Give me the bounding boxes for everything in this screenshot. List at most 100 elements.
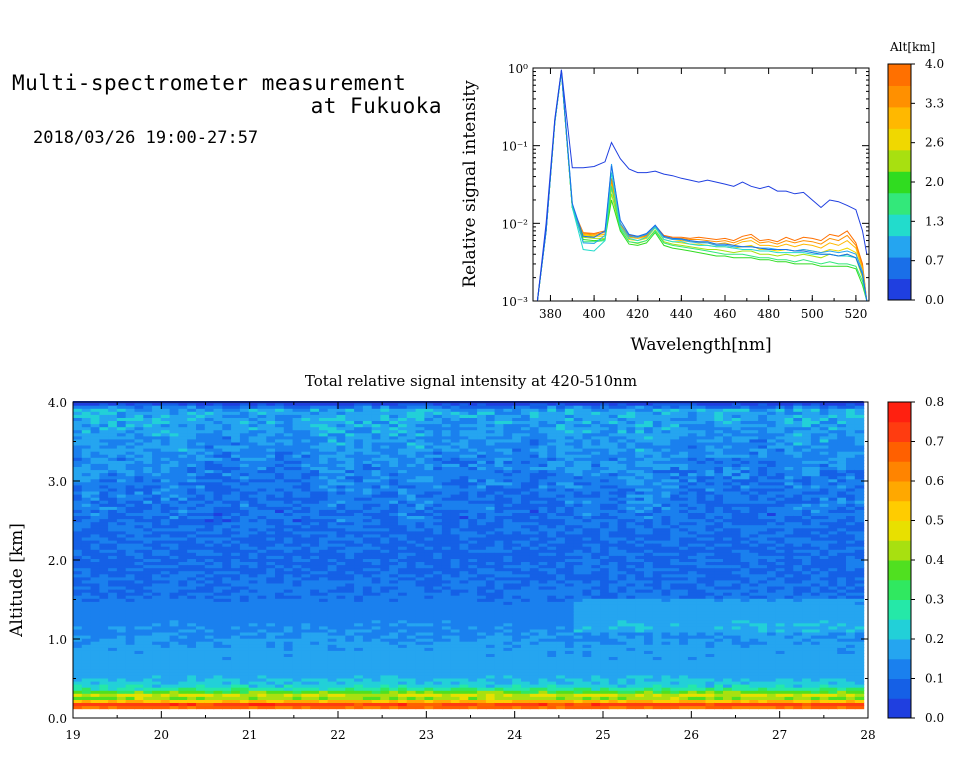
heatmap-cell <box>468 426 478 431</box>
heatmap-cell <box>336 671 346 676</box>
heatmap-cell <box>90 460 100 464</box>
heatmap-cell <box>398 423 408 428</box>
heatmap-cell <box>459 589 469 593</box>
heatmap-cell <box>292 533 302 538</box>
heatmap-cell <box>275 500 285 504</box>
heatmap-cell <box>204 671 215 676</box>
heatmap-cell <box>283 475 294 480</box>
heatmap-cell <box>196 592 206 596</box>
heatmap-cell <box>485 546 496 550</box>
heatmap-cell <box>389 533 399 538</box>
heatmap-cell <box>152 579 162 584</box>
heatmap-cell <box>248 705 259 710</box>
heatmap-cell <box>389 549 399 553</box>
heatmap-cell <box>169 668 179 673</box>
heatmap-cell <box>424 604 434 608</box>
heatmap-cell <box>248 589 259 593</box>
heatmap-cell <box>354 509 364 513</box>
heatmap-cell <box>380 509 390 513</box>
heatmap-cell <box>204 417 215 421</box>
heatmap-cell <box>336 506 346 510</box>
heatmap-cell <box>468 687 478 691</box>
heatmap-cell <box>477 687 487 691</box>
heatmap-cell <box>406 631 417 636</box>
heatmap-cell <box>257 641 267 645</box>
heatmap-cell <box>354 435 364 440</box>
heatmap-cell <box>292 429 302 434</box>
heatmap-cell <box>187 423 197 428</box>
heatmap-cell <box>257 696 267 700</box>
heatmap-cell <box>125 641 136 645</box>
heatmap-cell <box>362 576 373 581</box>
heatmap-cell <box>204 487 215 492</box>
heatmap-cell <box>441 595 452 599</box>
heatmap-cell <box>283 680 294 685</box>
heatmap-cell <box>362 690 373 694</box>
heatmap-cell <box>477 585 487 590</box>
heatmap-cell <box>433 441 443 446</box>
heatmap-cell <box>257 454 267 458</box>
heatmap-cell <box>196 435 206 440</box>
heatmap-cell <box>134 662 144 667</box>
heatmap-cell <box>433 564 443 569</box>
heatmap-cell <box>73 457 83 461</box>
heatmap-cell <box>90 653 100 657</box>
heatmap-cell <box>415 500 425 504</box>
heatmap-cell <box>415 567 425 572</box>
heatmap-cell <box>257 576 267 581</box>
heatmap-cell <box>257 444 267 449</box>
heatmap-cell <box>213 441 223 446</box>
heatmap-cell <box>327 536 338 541</box>
heatmap-cell <box>248 463 259 467</box>
heatmap-cell <box>222 402 232 406</box>
heatmap-cell <box>204 448 215 452</box>
heatmap-cell <box>266 693 276 697</box>
heatmap-cell <box>345 402 355 406</box>
heatmap-cell <box>477 454 487 458</box>
heatmap-cell <box>380 417 390 421</box>
heatmap-cell <box>301 576 311 581</box>
heatmap-cell <box>125 497 136 501</box>
heatmap-cell <box>81 460 92 464</box>
heatmap-cell <box>283 564 294 569</box>
heatmap-cell <box>239 644 250 648</box>
heatmap-cell <box>327 671 338 676</box>
heatmap-cell <box>248 503 259 507</box>
heatmap-cell <box>459 444 469 449</box>
heatmap-cell <box>160 589 171 593</box>
heatmap-cell <box>494 665 504 670</box>
heatmap-cell <box>275 558 285 562</box>
heatmap-cell <box>222 690 232 694</box>
heatmap-cell <box>292 702 302 707</box>
heatmap-cell <box>319 567 329 572</box>
heatmap-cell <box>319 411 329 415</box>
heatmap-cell <box>459 527 469 532</box>
heatmap-cell <box>196 650 206 654</box>
heatmap-cell <box>485 435 496 440</box>
heatmap-cell <box>213 408 223 412</box>
heatmap-cell <box>398 478 408 483</box>
heatmap-cell <box>494 598 504 602</box>
heatmap-cell <box>73 497 83 501</box>
heatmap-cell <box>116 444 127 449</box>
heatmap-cell <box>301 549 311 553</box>
heatmap-cell <box>433 702 443 707</box>
heatmap-cell <box>310 420 320 425</box>
heatmap-cell <box>81 435 92 440</box>
heatmap-cell <box>116 585 127 590</box>
heatmap-cell <box>292 536 302 541</box>
heatmap-cell <box>327 677 338 682</box>
heatmap-cell <box>433 472 443 477</box>
heatmap-cell <box>152 549 162 553</box>
heatmap-cell <box>81 628 92 633</box>
heatmap-cell <box>345 690 355 694</box>
heatmap-cell <box>160 595 171 599</box>
heatmap-cell <box>433 435 443 440</box>
heatmap-cell <box>283 417 294 421</box>
heatmap-cell <box>73 592 83 596</box>
heatmap-cell <box>231 659 241 664</box>
heatmap-cell <box>239 457 250 461</box>
heatmap-cell <box>345 601 355 605</box>
heatmap-cell <box>301 696 311 700</box>
heatmap-cell <box>196 668 206 673</box>
